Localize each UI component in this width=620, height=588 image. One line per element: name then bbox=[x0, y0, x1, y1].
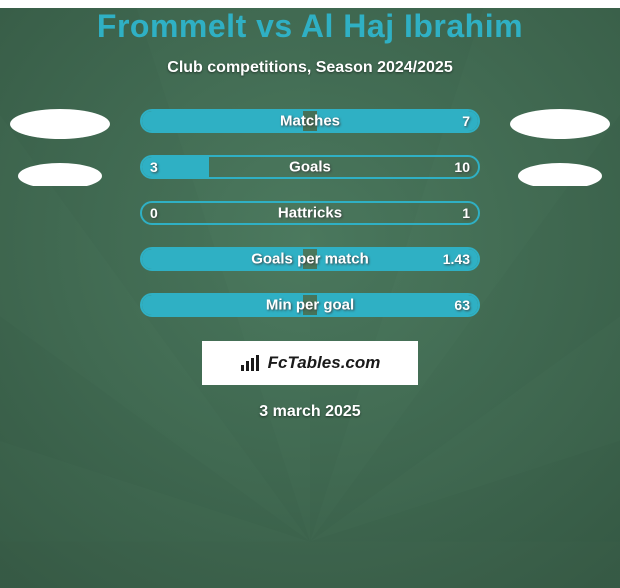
bar-fill-left bbox=[142, 111, 303, 131]
bar-fill-right bbox=[317, 249, 478, 269]
bar-label: Hattricks bbox=[142, 205, 478, 222]
bar-value-right: 10 bbox=[454, 159, 470, 175]
bar-fill-left bbox=[142, 249, 303, 269]
bar-value-right: 1 bbox=[462, 205, 470, 221]
brand-badge: FcTables.com bbox=[202, 341, 418, 385]
comparison-block: Matches7 Goals310 Hattricks0 1 Goals per mat… bbox=[0, 109, 620, 317]
stat-bars: Matches7 Goals310 Hattricks0 1 Goals per mat… bbox=[140, 109, 480, 317]
brand-text: FcTables.com bbox=[268, 353, 381, 373]
bar-fill-right bbox=[317, 111, 478, 131]
stat-bar: Goals310 bbox=[140, 155, 480, 179]
subtitle: Club competitions, Season 2024/2025 bbox=[0, 59, 620, 77]
page-title: Frommelt vs Al Haj Ibrahim bbox=[0, 8, 620, 45]
player-right-silhouette bbox=[510, 106, 610, 186]
stat-bar: Matches7 bbox=[140, 109, 480, 133]
stat-bar: Goals per match1.43 bbox=[140, 247, 480, 271]
stat-bar: Hattricks0 1 bbox=[140, 201, 480, 225]
bar-value-left: 0 bbox=[150, 205, 158, 221]
bar-fill-right bbox=[317, 295, 478, 315]
player-left-silhouette bbox=[10, 106, 110, 186]
bars-chart-icon bbox=[240, 354, 262, 372]
bar-fill-left bbox=[142, 157, 209, 177]
date-label: 3 march 2025 bbox=[0, 403, 620, 421]
bar-fill-left bbox=[142, 295, 303, 315]
stat-bar: Min per goal63 bbox=[140, 293, 480, 317]
